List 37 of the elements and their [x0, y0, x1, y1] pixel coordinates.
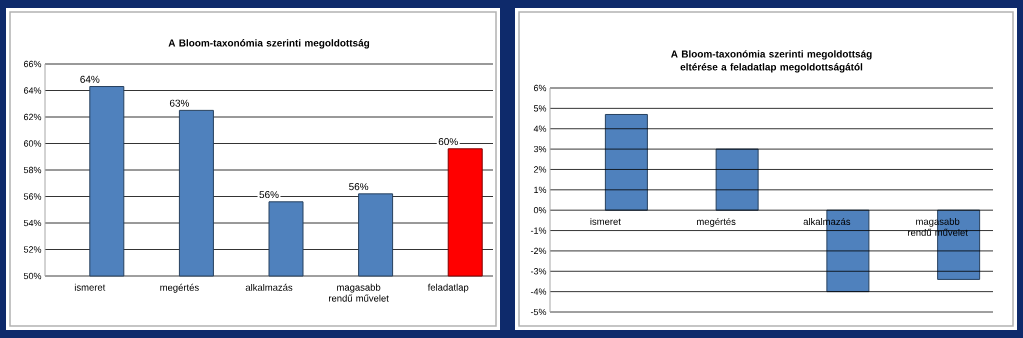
y-tick-label: 52%: [23, 246, 42, 253]
y-tick-label: 4%: [533, 125, 547, 132]
data-label: 63%: [169, 99, 190, 107]
y-tick-label: 66%: [23, 60, 42, 68]
x-tick-label: megértés: [697, 217, 736, 227]
y-tick-label: 6%: [533, 84, 547, 92]
x-tick-label: megértés: [160, 283, 199, 293]
data-label: 64%: [80, 75, 100, 83]
y-tick-label: -5%: [530, 308, 547, 316]
y-tick-label: 62%: [23, 113, 42, 121]
y-tick-label: 50%: [23, 272, 42, 280]
y-tick-label: 54%: [23, 219, 42, 227]
y-tick-label: 3%: [533, 145, 547, 153]
data-label: 56%: [349, 183, 369, 191]
y-tick-label: -1%: [530, 227, 547, 234]
y-tick-label: 56%: [23, 193, 42, 200]
chart-title: A Bloom-taxonómia szerinti megoldottság eltérése a feladatlap megoldottságától: [671, 50, 872, 73]
y-tick-label: 58%: [23, 166, 42, 174]
x-tick-label: feladatlap: [427, 283, 469, 293]
x-tick-label: ismeret: [590, 217, 621, 225]
y-tick-label: 1%: [534, 186, 547, 193]
data-label: 56%: [259, 191, 279, 199]
x-tick-label: magasabb rendű művelet: [328, 283, 389, 302]
y-tick-label: 5%: [533, 105, 547, 112]
y-tick-label: -3%: [530, 268, 547, 275]
y-tick-label: 0%: [533, 207, 547, 214]
data-label: 60%: [438, 138, 458, 146]
y-tick-label: 64%: [23, 87, 42, 94]
y-tick-label: -2%: [530, 247, 547, 255]
x-tick-label: ismeret: [74, 283, 106, 291]
y-tick-label: -4%: [530, 288, 547, 295]
y-tick-label: 2%: [533, 166, 547, 173]
bar: [715, 148, 759, 211]
x-tick-label: alkalmazás: [245, 283, 293, 291]
chart-title: A Bloom-taxonómia szerinti megoldottság: [168, 39, 370, 49]
y-tick-label: 60%: [23, 140, 42, 147]
bar: [604, 113, 648, 211]
